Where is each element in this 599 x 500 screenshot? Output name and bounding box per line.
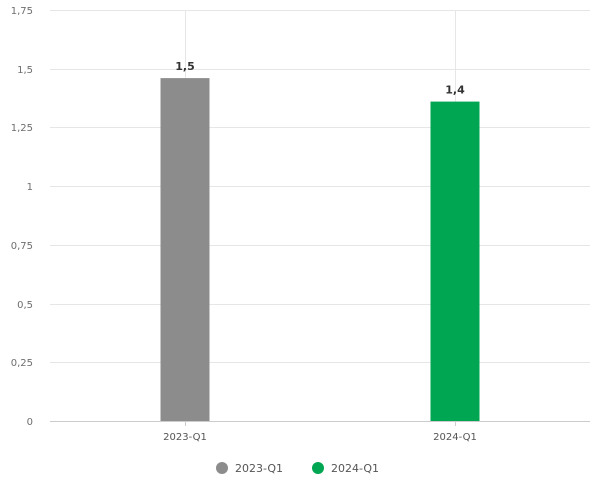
legend-marker bbox=[312, 462, 324, 474]
y-tick-label: 1,25 bbox=[11, 123, 33, 134]
legend[interactable]: 2023-Q1 2024-Q1 bbox=[216, 462, 379, 475]
x-tick-label: 2024-Q1 bbox=[433, 432, 477, 443]
legend-marker bbox=[216, 462, 228, 474]
data-label: 1,5 bbox=[175, 60, 195, 73]
y-axis-tick-labels: 0 0,25 0,5 0,75 1 1,25 1,5 1,75 bbox=[11, 6, 33, 428]
y-tick-label: 1,5 bbox=[17, 65, 33, 76]
y-tick-label: 1 bbox=[27, 182, 33, 193]
y-tick-label: 1,75 bbox=[11, 6, 33, 17]
legend-item-2024-Q1[interactable]: 2024-Q1 bbox=[312, 462, 379, 475]
y-tick-label: 0,25 bbox=[11, 358, 33, 369]
bar-2024-Q1[interactable] bbox=[430, 101, 480, 421]
y-tick-label: 0,5 bbox=[17, 300, 33, 311]
bars: 1,5 1,4 bbox=[160, 60, 480, 421]
x-axis: 2023-Q1 2024-Q1 bbox=[163, 421, 477, 443]
legend-label: 2023-Q1 bbox=[235, 462, 283, 475]
gridlines bbox=[50, 10, 590, 422]
data-label: 1,4 bbox=[445, 84, 465, 97]
legend-item-2023-Q1[interactable]: 2023-Q1 bbox=[216, 462, 283, 475]
y-tick-label: 0,75 bbox=[11, 241, 33, 252]
x-tick-label: 2023-Q1 bbox=[163, 432, 207, 443]
legend-label: 2024-Q1 bbox=[331, 462, 379, 475]
y-tick-label: 0 bbox=[27, 417, 33, 428]
bar-2023-Q1[interactable] bbox=[160, 78, 210, 421]
